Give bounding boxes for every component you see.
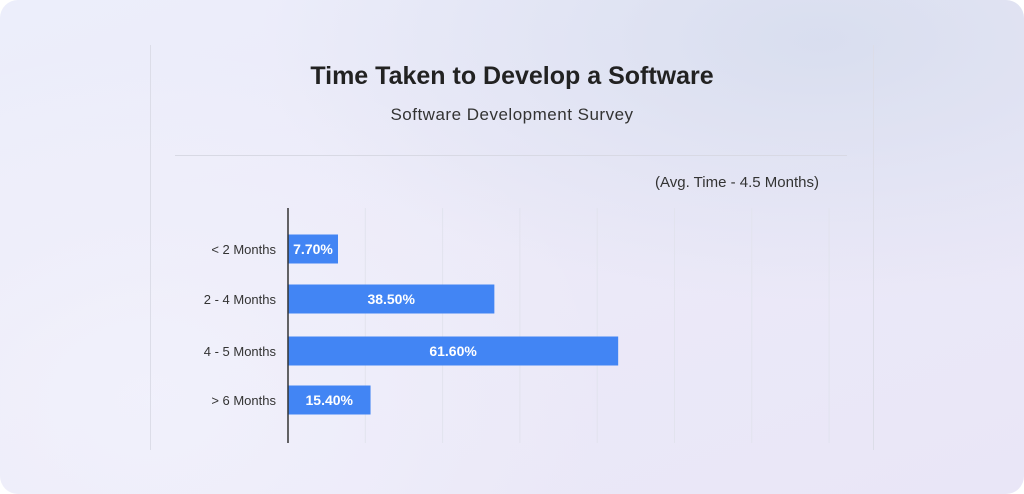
frame-line-right xyxy=(873,45,874,450)
bar-value-label: 61.60% xyxy=(429,343,477,359)
frame-line-left xyxy=(150,45,151,450)
category-label: > 6 Months xyxy=(211,393,276,408)
bar xyxy=(288,336,619,366)
chart-subtitle: Software Development Survey xyxy=(390,105,634,124)
category-label: 2 - 4 Months xyxy=(204,292,277,307)
bar xyxy=(288,284,495,314)
bar xyxy=(288,234,338,264)
chart-annotation: (Avg. Time - 4.5 Months) xyxy=(655,174,819,191)
bar xyxy=(288,385,371,415)
bar-value-label: 7.70% xyxy=(293,241,333,257)
bar-value-label: 38.50% xyxy=(367,291,415,307)
category-label: 4 - 5 Months xyxy=(204,344,277,359)
bar-value-label: 15.40% xyxy=(306,392,354,408)
title-divider xyxy=(175,155,847,156)
chart-title: Time Taken to Develop a Software xyxy=(310,62,714,90)
category-label: < 2 Months xyxy=(211,242,276,257)
